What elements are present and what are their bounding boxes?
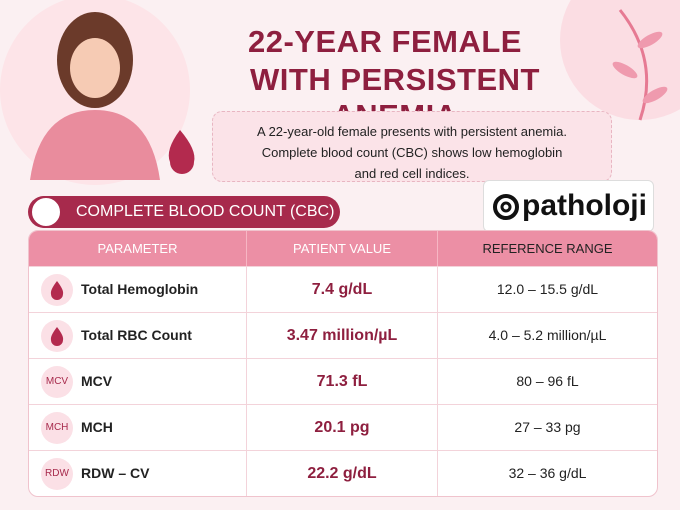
icon-cell bbox=[29, 313, 81, 358]
reference-range: 80 – 96 fL bbox=[516, 373, 579, 389]
parameter-badge: MCV bbox=[41, 366, 73, 398]
patient-value: 22.2 g/dL bbox=[247, 451, 438, 496]
brand-name: patholoji bbox=[522, 189, 647, 222]
table-row: MCV MCV 71.3 fL 80 – 96 fL bbox=[29, 358, 657, 404]
description-line: A 22-year-old female presents with persi… bbox=[257, 124, 567, 139]
brand-icon bbox=[493, 194, 519, 220]
table-row: MCH MCH 20.1 pg 27 – 33 pg bbox=[29, 404, 657, 450]
reference-range: 27 – 33 pg bbox=[514, 419, 581, 435]
blood-icon bbox=[50, 327, 64, 346]
cbc-table: PARAMETER PATIENT VALUE REFERENCE RANGE … bbox=[28, 230, 658, 497]
parameter-icon bbox=[41, 320, 73, 352]
reference-range: 4.0 – 5.2 million/µL bbox=[488, 327, 607, 343]
title-line: 22-YEAR FEMALE bbox=[248, 24, 522, 59]
reference-range: 32 – 36 g/dL bbox=[508, 465, 587, 481]
blood-icon bbox=[50, 281, 64, 300]
clipboard-icon bbox=[30, 196, 62, 228]
parameter-name: MCH bbox=[81, 405, 247, 450]
parameter-badge: MCH bbox=[41, 412, 73, 444]
parameter-badge: RDW bbox=[41, 458, 73, 490]
patient-value: 71.3 fL bbox=[247, 359, 438, 404]
brand-box: patholoji bbox=[483, 180, 654, 232]
patient-value: 20.1 pg bbox=[247, 405, 438, 450]
column-header: REFERENCE RANGE bbox=[482, 241, 613, 256]
parameter-name: Total RBC Count bbox=[81, 313, 247, 358]
icon-cell: MCH bbox=[29, 405, 81, 450]
description-line: Complete blood count (CBC) shows low hem… bbox=[261, 145, 563, 160]
header-row: PARAMETER PATIENT VALUE REFERENCE RANGE bbox=[29, 231, 657, 266]
icon-cell bbox=[29, 267, 81, 312]
table-row: Total RBC Count 3.47 million/µL 4.0 – 5.2 … bbox=[29, 312, 657, 358]
column-header: PARAMETER bbox=[29, 231, 247, 266]
section-header: COMPLETE BLOOD COUNT (CBC) bbox=[28, 196, 340, 228]
column-header: PATIENT VALUE bbox=[247, 231, 438, 266]
icon-cell: MCV bbox=[29, 359, 81, 404]
table-row: RDW RDW – CV 22.2 g/dL 32 – 36 g/dL bbox=[29, 450, 657, 496]
reference-range: 12.0 – 15.5 g/dL bbox=[496, 281, 599, 297]
icon-cell: RDW bbox=[29, 451, 81, 496]
parameter-name: MCV bbox=[81, 359, 247, 404]
description-line: and red cell indices. bbox=[354, 166, 470, 181]
table-row: Total Hemoglobin 7.4 g/dL 12.0 – 15.5 g/dL bbox=[29, 266, 657, 312]
patient-value: 7.4 g/dL bbox=[247, 267, 438, 312]
description: A 22-year-old female presents with persi… bbox=[212, 111, 612, 182]
parameter-name: Total Hemoglobin bbox=[81, 267, 247, 312]
parameter-icon bbox=[41, 274, 73, 306]
patient-value: 3.47 million/µL bbox=[247, 313, 438, 358]
section-title: COMPLETE BLOOD COUNT (CBC) bbox=[76, 203, 335, 220]
parameter-name: RDW – CV bbox=[81, 451, 247, 496]
